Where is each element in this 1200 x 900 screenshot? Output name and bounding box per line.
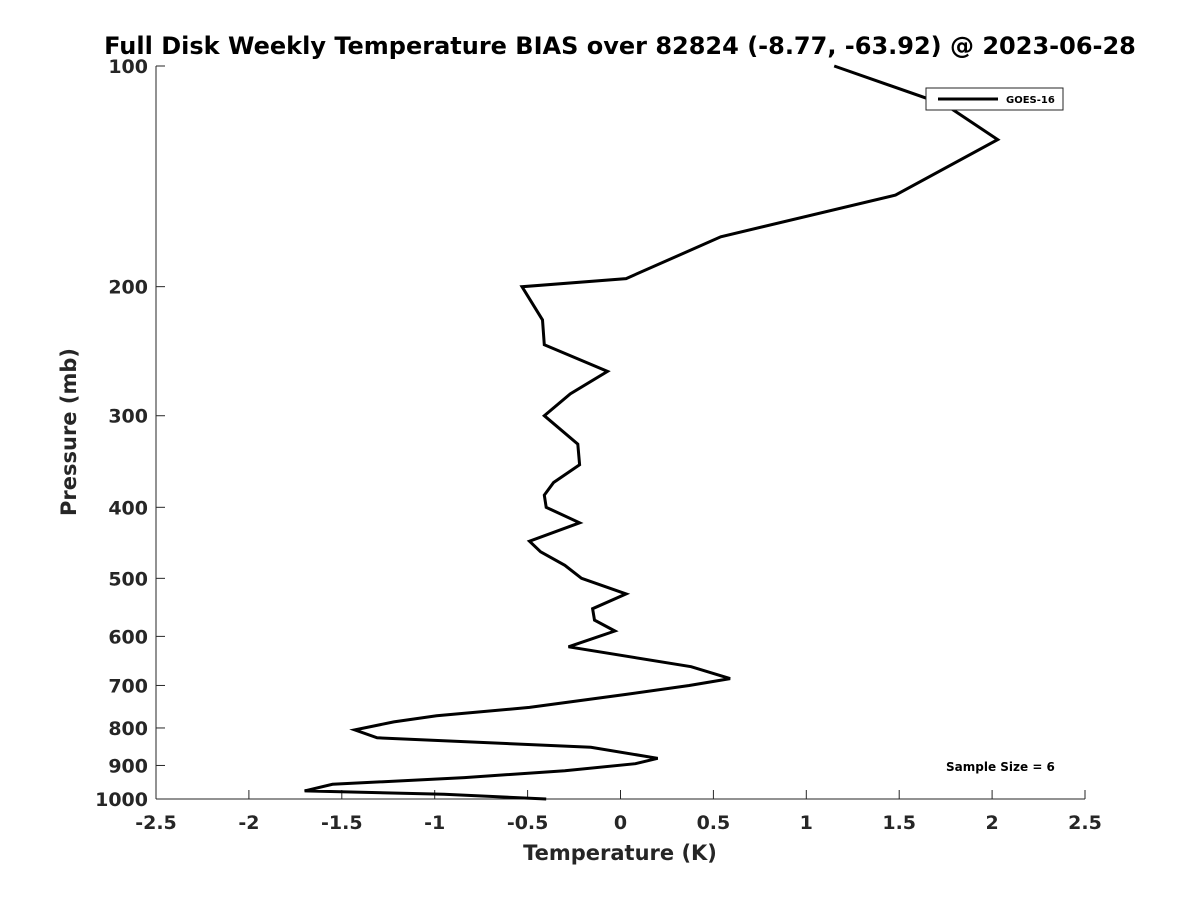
y-tick-label: 700 <box>108 675 148 697</box>
x-tick-label: 0.5 <box>697 812 731 834</box>
x-tick-label: -1 <box>424 812 445 834</box>
y-tick-label: 800 <box>108 718 148 740</box>
legend: GOES-16 <box>925 87 1064 111</box>
x-ticks: -2.5 -2 -1.5 -1 -0.5 0 0.5 1 1.5 2 2.5 <box>135 790 1102 834</box>
x-tick-label: -2 <box>238 812 259 834</box>
y-ticks: 100 200 300 400 500 600 700 800 900 1000 <box>95 56 165 811</box>
chart-title: Full Disk Weekly Temperature BIAS over 8… <box>104 32 1136 60</box>
x-tick-label: 1 <box>800 812 813 834</box>
y-tick-label: 900 <box>108 755 148 777</box>
y-tick-label: 200 <box>108 277 148 299</box>
y-tick-label: 300 <box>108 406 148 428</box>
series-line-goes-16 <box>304 64 1001 801</box>
x-axis-label: Temperature (K) <box>523 841 717 865</box>
x-tick-label: -2.5 <box>135 812 177 834</box>
series-group <box>304 64 1001 801</box>
x-tick-label: 1.5 <box>882 812 916 834</box>
y-tick-label: 1000 <box>95 789 148 811</box>
x-tick-label: 2.5 <box>1068 812 1102 834</box>
legend-label: GOES-16 <box>1006 95 1055 106</box>
x-tick-label: -0.5 <box>507 812 549 834</box>
y-tick-label: 400 <box>108 497 148 519</box>
x-tick-label: 2 <box>985 812 998 834</box>
x-tick-label: 0 <box>614 812 627 834</box>
y-axis-label: Pressure (mb) <box>57 348 81 516</box>
y-tick-label: 500 <box>108 568 148 590</box>
y-tick-label: 100 <box>108 56 148 78</box>
sample-size-annotation: Sample Size = 6 <box>946 760 1055 774</box>
x-tick-label: -1.5 <box>321 812 363 834</box>
y-tick-label: 600 <box>108 626 148 648</box>
